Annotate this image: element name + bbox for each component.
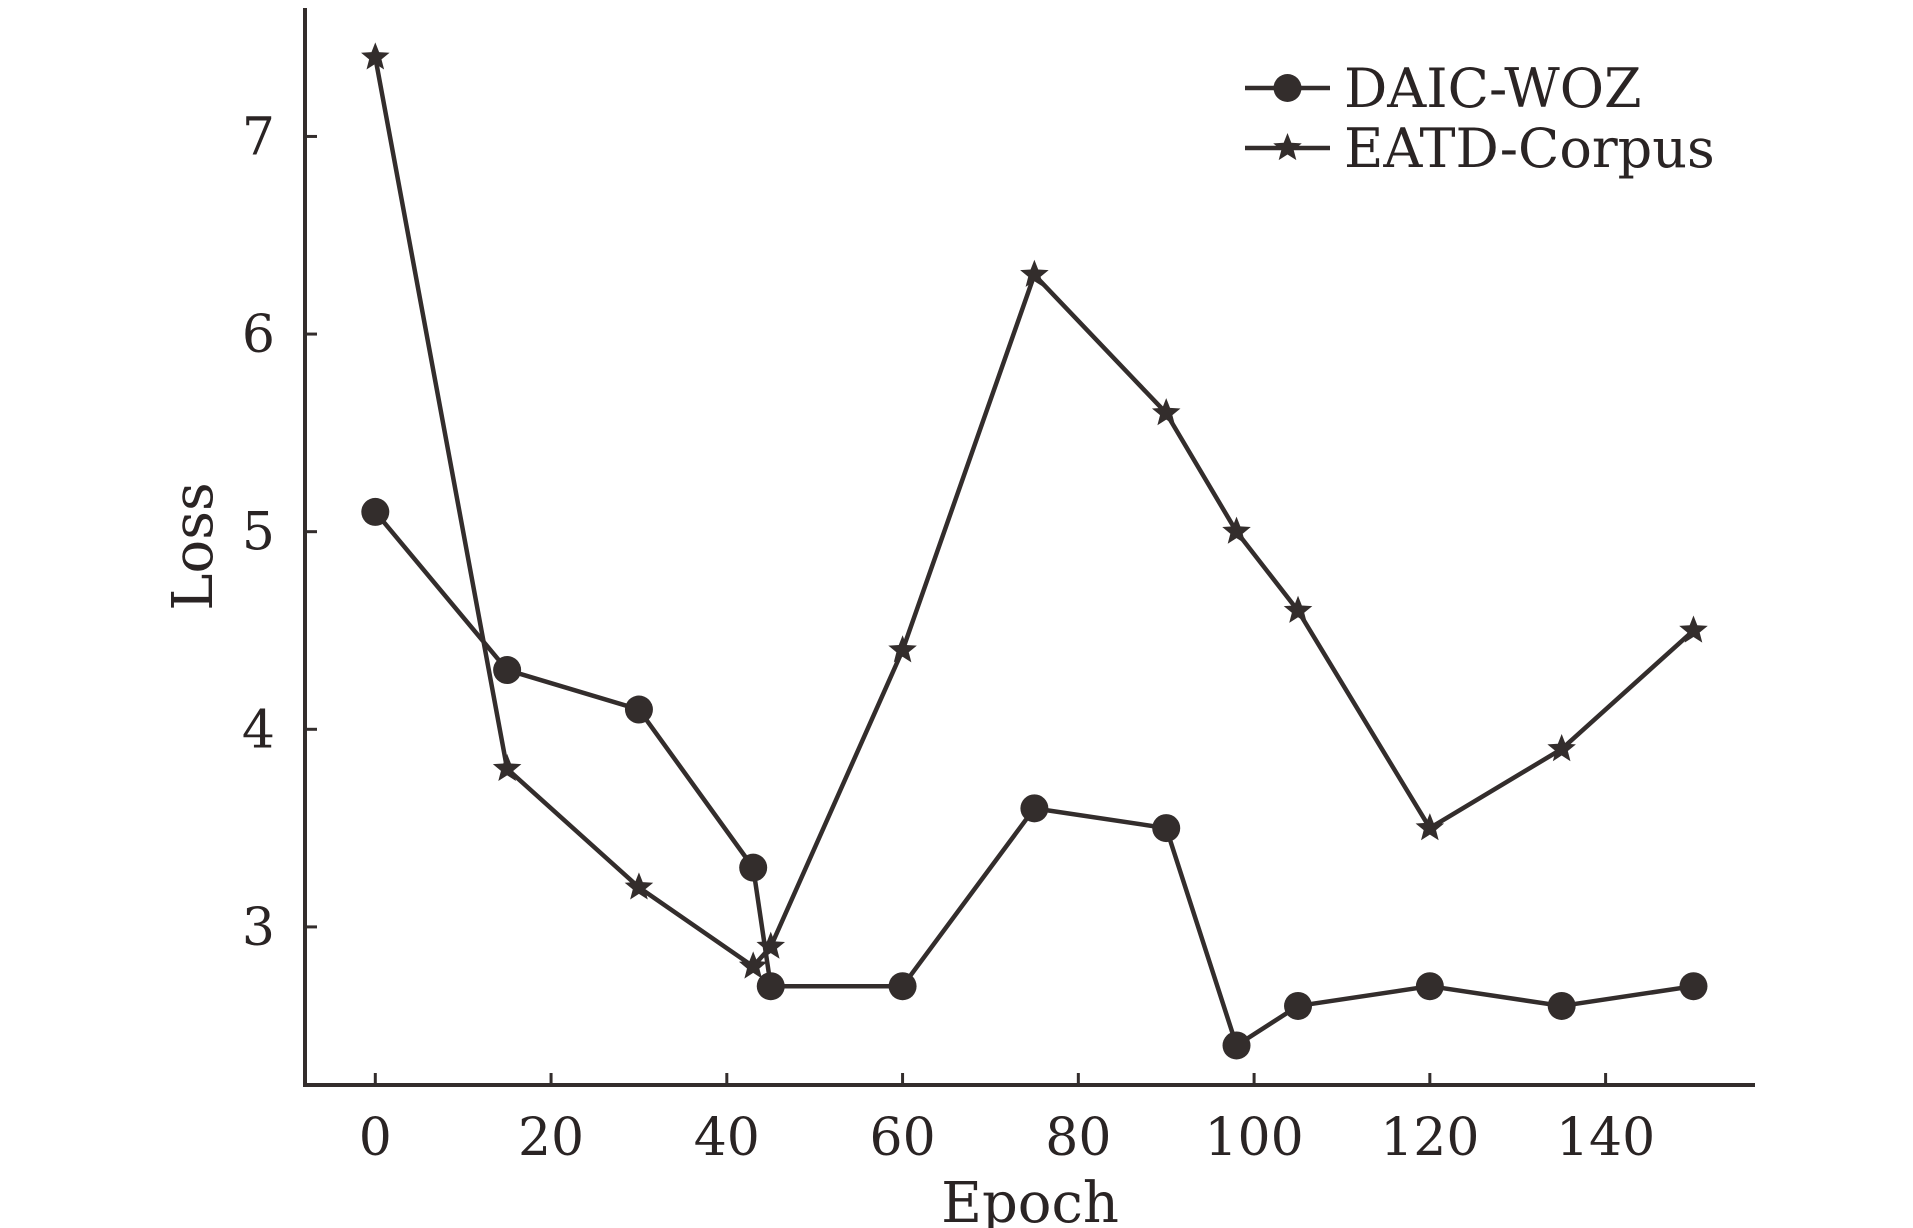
y-tick-label: 4 — [242, 700, 275, 760]
data-point-eatd-corpus — [361, 42, 390, 70]
series-line-daic-woz — [373, 510, 1694, 1048]
data-point-daic-woz — [1152, 814, 1181, 843]
data-point-daic-woz — [756, 972, 785, 1001]
data-point-daic-woz — [493, 656, 522, 685]
y-tick-label: 5 — [242, 503, 275, 563]
data-point-eatd-corpus — [1222, 516, 1251, 544]
data-point-daic-woz — [888, 972, 917, 1001]
y-tick-label: 7 — [242, 107, 275, 167]
data-point-eatd-corpus — [624, 872, 654, 900]
x-tick-label: 80 — [1045, 1108, 1111, 1168]
data-point-daic-woz — [1547, 991, 1576, 1020]
legend-item-daic-woz: DAIC-WOZ — [1245, 57, 1642, 120]
data-point-eatd-corpus — [756, 931, 786, 959]
x-tick-label: 40 — [694, 1108, 760, 1168]
x-tick-label: 120 — [1380, 1108, 1479, 1168]
data-point-daic-woz — [1020, 794, 1049, 823]
x-tick-label: 60 — [869, 1108, 935, 1168]
data-point-daic-woz — [739, 853, 768, 882]
axes — [303, 8, 1755, 1087]
data-point-daic-woz — [624, 695, 653, 724]
data-point-eatd-corpus — [1283, 595, 1313, 623]
x-tick-label: 0 — [359, 1108, 392, 1168]
legend-label: DAIC-WOZ — [1344, 57, 1642, 120]
x-tick-label: 100 — [1204, 1108, 1303, 1168]
legend-marker — [1273, 74, 1302, 102]
legend-label: EATD-Corpus — [1344, 117, 1715, 180]
x-tick-label: 20 — [518, 1108, 584, 1168]
data-point-eatd-corpus — [1020, 259, 1049, 287]
series-eatd-corpus — [361, 42, 1708, 979]
y-axis-label: Loss — [161, 482, 226, 610]
series-layer — [361, 42, 1708, 1060]
data-point-daic-woz — [1415, 972, 1444, 1001]
data-point-eatd-corpus — [1679, 615, 1708, 643]
x-ticks: 0 20 40 60 80 100 120 140 — [359, 1073, 1655, 1168]
data-point-eatd-corpus — [888, 635, 917, 663]
data-point-daic-woz — [1222, 1031, 1251, 1060]
data-point-daic-woz — [1679, 972, 1708, 1001]
y-tick-label: 6 — [242, 305, 275, 365]
series-daic-woz — [361, 497, 1708, 1060]
series-line-eatd-corpus — [373, 56, 1695, 969]
legend-marker — [1273, 133, 1302, 161]
legend-item-eatd-corpus: EATD-Corpus — [1245, 117, 1715, 180]
data-point-eatd-corpus — [492, 753, 522, 781]
data-point-eatd-corpus — [1547, 734, 1576, 762]
y-tick-label: 3 — [242, 898, 275, 958]
data-point-daic-woz — [361, 497, 390, 526]
x-tick-label: 140 — [1556, 1108, 1655, 1168]
data-point-eatd-corpus — [1415, 813, 1445, 841]
data-point-eatd-corpus — [1151, 398, 1181, 426]
data-point-eatd-corpus — [738, 951, 768, 979]
data-point-daic-woz — [1284, 991, 1313, 1020]
y-ticks: 3 4 5 6 7 — [242, 107, 317, 958]
x-axis-label: Epoch — [941, 1171, 1119, 1228]
